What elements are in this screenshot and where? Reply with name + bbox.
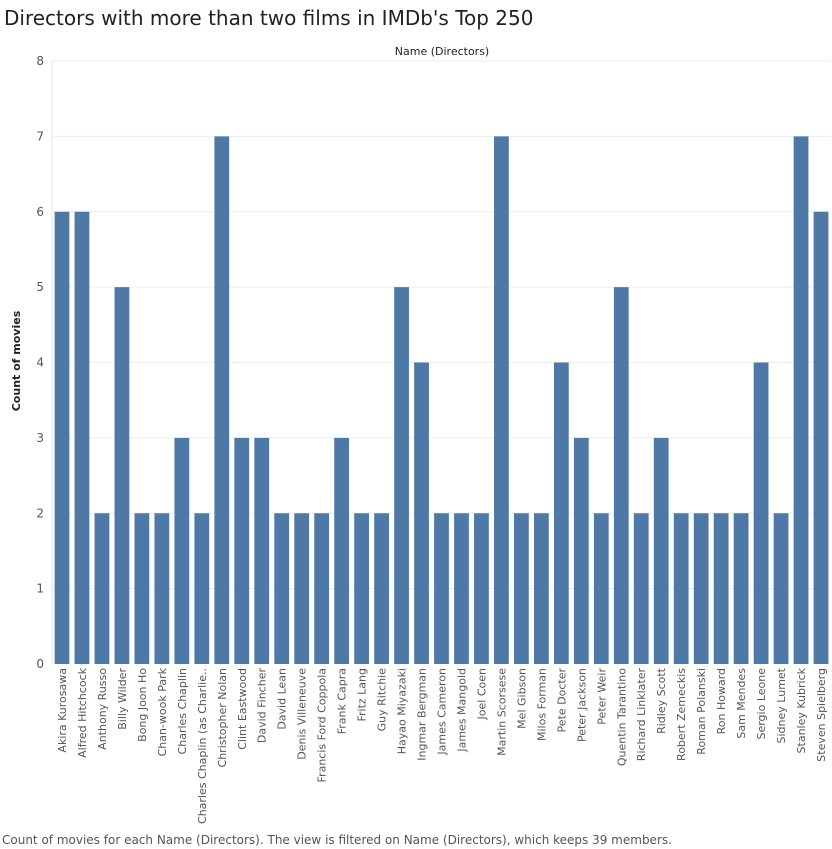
bar xyxy=(673,513,689,664)
x-category-label: Quentin Tarantino xyxy=(615,668,628,766)
x-category-label: Christopher Nolan xyxy=(216,668,229,768)
x-category-label: Steven Spielberg xyxy=(815,668,828,762)
x-category-label: Guy Ritchie xyxy=(376,668,389,732)
x-category-label: David Lean xyxy=(276,668,289,730)
bar xyxy=(74,211,90,664)
x-category-label: James Cameron xyxy=(436,668,449,756)
bar xyxy=(693,513,709,664)
bar xyxy=(354,513,369,664)
y-tick-label: 2 xyxy=(36,506,44,520)
x-category-label: Billy Wilder xyxy=(116,668,129,730)
bar xyxy=(633,513,649,664)
y-axis-title: Count of movies xyxy=(10,310,23,411)
bar xyxy=(593,513,609,664)
y-tick-label: 4 xyxy=(36,356,44,370)
column-header: Name (Directors) xyxy=(395,45,489,58)
y-tick-label: 6 xyxy=(36,205,44,219)
chart-title: Directors with more than two films in IM… xyxy=(4,6,534,30)
x-category-label: Frank Capra xyxy=(336,668,349,734)
x-category-label: Clint Eastwood xyxy=(236,668,249,750)
x-category-label: Sidney Lumet xyxy=(775,667,788,743)
bar xyxy=(773,513,789,664)
bar xyxy=(713,513,729,664)
bar xyxy=(753,362,769,664)
x-category-label: Fritz Lang xyxy=(356,668,369,722)
bar xyxy=(813,211,829,664)
x-category-label: Mel Gibson xyxy=(515,668,528,729)
x-category-label: Chan-wook Park xyxy=(156,667,169,756)
bar xyxy=(514,513,529,664)
x-category-label: Peter Jackson xyxy=(575,668,588,742)
bar xyxy=(374,513,389,664)
x-category-label: Milos Forman xyxy=(535,668,548,741)
x-category-label: Ridley Scott xyxy=(655,667,668,734)
bar xyxy=(94,513,110,664)
bar xyxy=(494,136,509,665)
y-tick-label: 5 xyxy=(36,280,44,294)
bars xyxy=(54,136,829,665)
x-category-label: David Fincher xyxy=(256,668,269,744)
x-category-label: Peter Weir xyxy=(595,668,608,725)
x-category-label: Pete Docter xyxy=(555,668,568,733)
bar xyxy=(154,513,170,664)
bar xyxy=(394,287,409,665)
x-category-label: Charles Chaplin (as Charlie.. xyxy=(196,668,209,824)
y-tick-label: 0 xyxy=(36,657,44,671)
bar xyxy=(414,362,429,664)
x-category-label: Alfred Hitchcock xyxy=(76,667,89,757)
bar xyxy=(454,513,469,664)
bar xyxy=(254,437,270,665)
bar xyxy=(793,136,809,665)
bar xyxy=(214,136,230,665)
bar xyxy=(653,437,669,665)
category-labels: Akira Kurosawa Alfred Hitchcock Anthony Ru… xyxy=(56,667,828,824)
bar xyxy=(334,437,350,665)
x-category-label: Martin Scorsese xyxy=(495,668,508,756)
bar xyxy=(114,287,130,665)
x-category-label: Akira Kurosawa xyxy=(56,668,69,753)
x-category-label: Roman Polanski xyxy=(695,668,708,755)
x-category-label: James Mangold xyxy=(455,668,468,753)
x-category-label: Joel Coen xyxy=(475,668,488,720)
bar xyxy=(733,513,749,664)
x-category-label: Ron Howard xyxy=(715,668,728,734)
x-category-label: Sam Mendes xyxy=(735,668,748,739)
bar xyxy=(434,513,449,664)
bar xyxy=(474,513,489,664)
bar xyxy=(553,362,569,664)
x-category-label: Sergio Leone xyxy=(755,668,768,740)
x-category-label: Francis Ford Coppola xyxy=(316,668,329,782)
y-tick-label: 1 xyxy=(36,582,44,596)
bar xyxy=(314,513,330,664)
bar xyxy=(54,211,70,664)
bar xyxy=(134,513,150,664)
bar xyxy=(174,437,190,665)
x-category-label: Richard Linklater xyxy=(635,668,648,762)
bar xyxy=(573,437,589,665)
x-category-label: Denis Villeneuve xyxy=(296,668,309,760)
x-category-label: Stanley Kubrick xyxy=(795,667,808,753)
bar xyxy=(613,287,629,665)
x-category-label: Bong Joon Ho xyxy=(136,668,149,742)
bar xyxy=(533,513,549,664)
y-tick-label: 7 xyxy=(36,129,44,143)
x-category-label: Ingmar Bergman xyxy=(416,668,429,761)
bar xyxy=(234,437,250,665)
x-category-label: Robert Zemeckis xyxy=(675,668,688,761)
chart-caption: Count of movies for each Name (Directors… xyxy=(2,833,672,847)
x-category-label: Charles Chaplin xyxy=(176,668,189,754)
y-tick-label: 3 xyxy=(36,431,44,445)
y-axis-ticks: 0 1 2 3 4 5 6 7 8 xyxy=(36,54,44,671)
y-tick-label: 8 xyxy=(36,54,44,68)
bar xyxy=(294,513,310,664)
x-category-label: Anthony Russo xyxy=(96,668,109,750)
x-category-label: Hayao Miyazaki xyxy=(396,668,409,754)
bar xyxy=(194,513,210,664)
bar xyxy=(274,513,290,664)
